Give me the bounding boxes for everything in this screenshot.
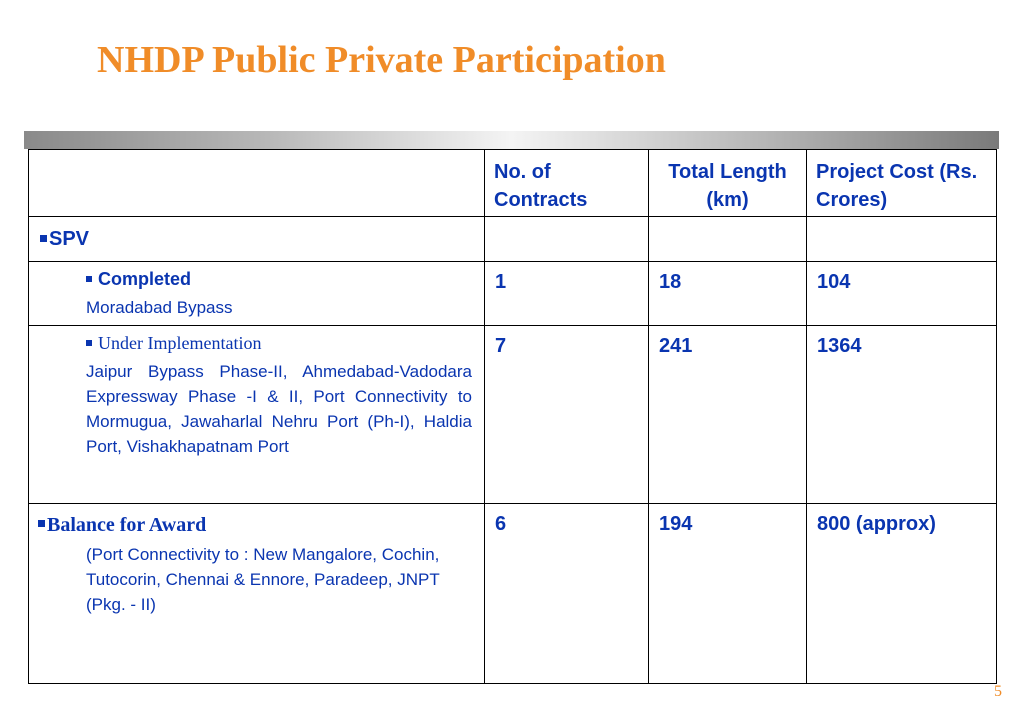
balance-description: (Port Connectivity to : New Mangalore, C…	[86, 545, 440, 614]
under-implementation-label: Under Implementation	[98, 333, 262, 353]
completed-length: 18	[648, 261, 807, 326]
header-contracts: No. of Contracts	[484, 149, 649, 217]
table-row-under-implementation: Under Implementation Jaipur Bypass Phase…	[28, 325, 997, 504]
under-implementation-cost: 1364	[806, 325, 997, 504]
table-row-spv: SPV	[28, 216, 997, 262]
under-implementation-title: Under Implementation	[86, 332, 472, 354]
completed-cost: 104	[806, 261, 997, 326]
under-implementation-length: 241	[648, 325, 807, 504]
completed-description: Moradabad Bypass	[86, 298, 233, 317]
spv-length-cell	[648, 216, 807, 262]
under-implementation-cell: Under Implementation Jaipur Bypass Phase…	[28, 325, 485, 504]
completed-cell: Completed Moradabad Bypass	[28, 261, 485, 326]
header-empty-cell	[28, 149, 485, 217]
header-cost: Project Cost (Rs. Crores)	[806, 149, 997, 217]
balance-cost: 800 (approx)	[806, 503, 997, 684]
balance-contracts: 6	[484, 503, 649, 684]
bullet-square-icon	[38, 520, 45, 527]
completed-label: Completed	[98, 269, 192, 289]
under-implementation-description: Jaipur Bypass Phase-II, Ahmedabad-Vadoda…	[86, 362, 472, 456]
table-header-row: No. of Contracts Total Length (km) Proje…	[28, 149, 997, 217]
spv-contracts-cell	[484, 216, 649, 262]
ppp-table: No. of Contracts Total Length (km) Proje…	[28, 149, 997, 684]
table-row-balance: Balance for Award (Port Connectivity to …	[28, 503, 997, 684]
bullet-square-icon	[86, 275, 92, 282]
spv-label: SPV	[49, 228, 90, 250]
table-row-completed: Completed Moradabad Bypass 1 18 104	[28, 261, 997, 326]
completed-title: Completed	[86, 268, 472, 290]
under-implementation-contracts: 7	[484, 325, 649, 504]
spv-cost-cell	[806, 216, 997, 262]
balance-cell: Balance for Award (Port Connectivity to …	[28, 503, 485, 684]
bullet-square-icon	[40, 235, 47, 242]
slide-title: NHDP Public Private Participation	[97, 39, 666, 81]
spv-cell: SPV	[28, 216, 485, 262]
balance-length: 194	[648, 503, 807, 684]
header-band	[24, 131, 999, 149]
balance-title: Balance for Award	[38, 512, 472, 538]
bullet-square-icon	[86, 340, 92, 347]
header-length: Total Length (km)	[648, 149, 807, 217]
balance-label: Balance for Award	[47, 514, 207, 536]
completed-contracts: 1	[484, 261, 649, 326]
page-number: 5	[994, 683, 1002, 700]
